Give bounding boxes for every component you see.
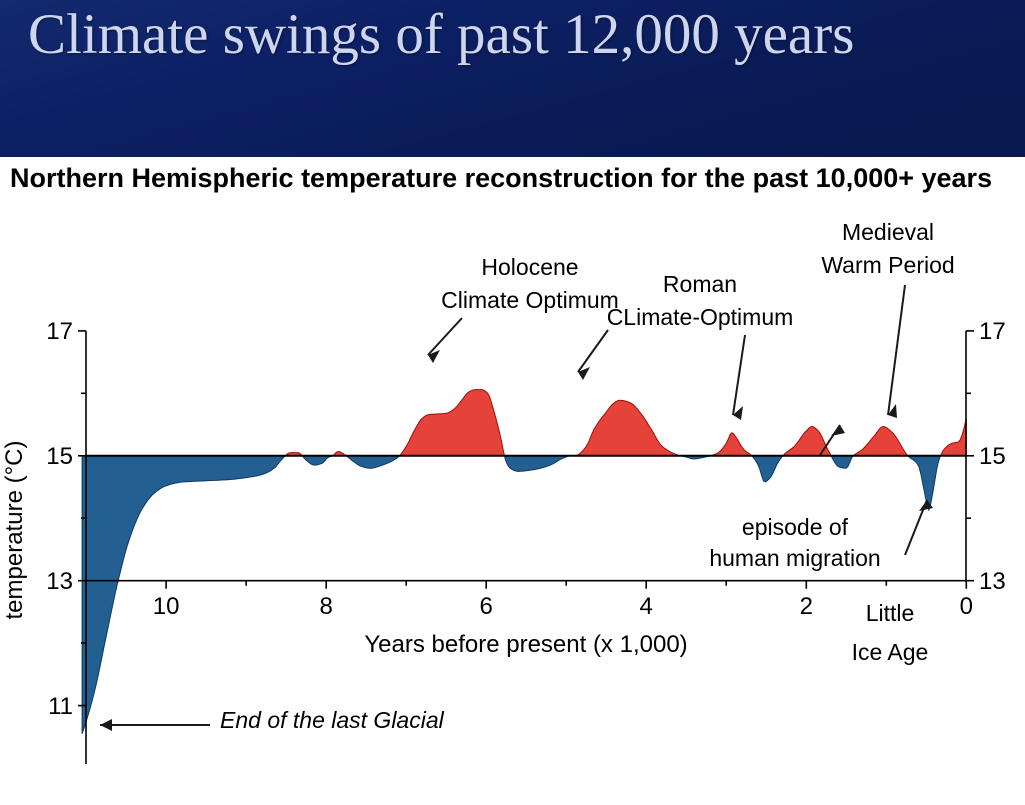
svg-text:17: 17 — [46, 318, 73, 345]
svg-text:15: 15 — [979, 443, 1006, 470]
svg-text:Years before present (x 1,000): Years before present (x 1,000) — [364, 631, 687, 658]
svg-text:CLimate-Optimum: CLimate-Optimum — [607, 304, 794, 330]
svg-text:Ice Age: Ice Age — [852, 639, 929, 665]
svg-text:Medieval: Medieval — [842, 219, 934, 245]
svg-text:Holocene: Holocene — [481, 254, 578, 280]
svg-text:8: 8 — [320, 593, 333, 620]
svg-text:2: 2 — [800, 593, 813, 620]
svg-text:15: 15 — [46, 443, 73, 470]
svg-text:11: 11 — [48, 693, 73, 720]
svg-text:0: 0 — [960, 593, 973, 620]
svg-text:human migration: human migration — [709, 545, 880, 571]
svg-text:temperature (°C): temperature (°C) — [1, 441, 28, 620]
svg-text:Climate Optimum: Climate Optimum — [441, 287, 619, 313]
svg-text:13: 13 — [979, 568, 1006, 595]
svg-text:Little: Little — [866, 600, 915, 626]
svg-text:10: 10 — [153, 593, 180, 620]
svg-text:Warm Period: Warm Period — [821, 252, 954, 278]
svg-text:Roman: Roman — [663, 271, 737, 297]
svg-text:End of the last Glacial: End of the last Glacial — [220, 707, 445, 733]
svg-text:13: 13 — [46, 568, 73, 595]
svg-text:17: 17 — [979, 318, 1006, 345]
svg-text:6: 6 — [480, 593, 493, 620]
svg-text:4: 4 — [640, 593, 653, 620]
svg-text:episode of: episode of — [742, 514, 849, 540]
